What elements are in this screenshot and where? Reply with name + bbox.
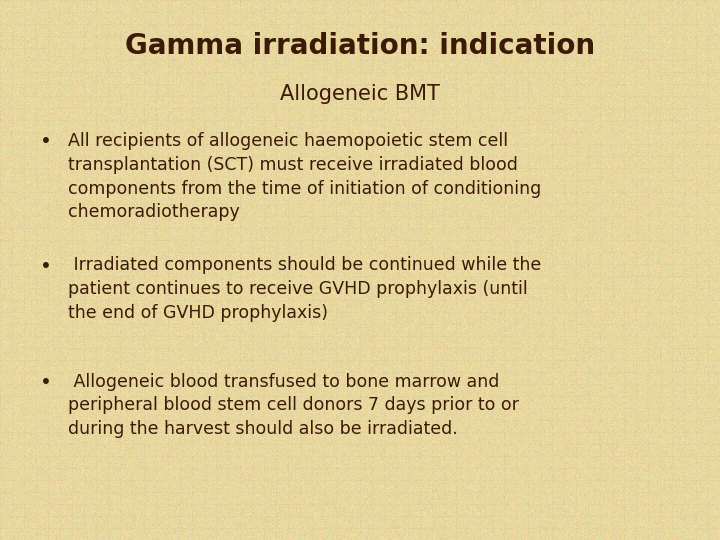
Text: Gamma irradiation: indication: Gamma irradiation: indication <box>125 32 595 60</box>
Text: •: • <box>40 256 51 275</box>
Text: Irradiated components should be continued while the
patient continues to receive: Irradiated components should be continue… <box>68 256 541 322</box>
Text: All recipients of allogeneic haemopoietic stem cell
transplantation (SCT) must r: All recipients of allogeneic haemopoieti… <box>68 132 541 221</box>
Text: •: • <box>40 373 51 392</box>
Text: Allogeneic BMT: Allogeneic BMT <box>280 84 440 104</box>
Text: Allogeneic blood transfused to bone marrow and
peripheral blood stem cell donors: Allogeneic blood transfused to bone marr… <box>68 373 519 438</box>
Text: •: • <box>40 132 51 151</box>
